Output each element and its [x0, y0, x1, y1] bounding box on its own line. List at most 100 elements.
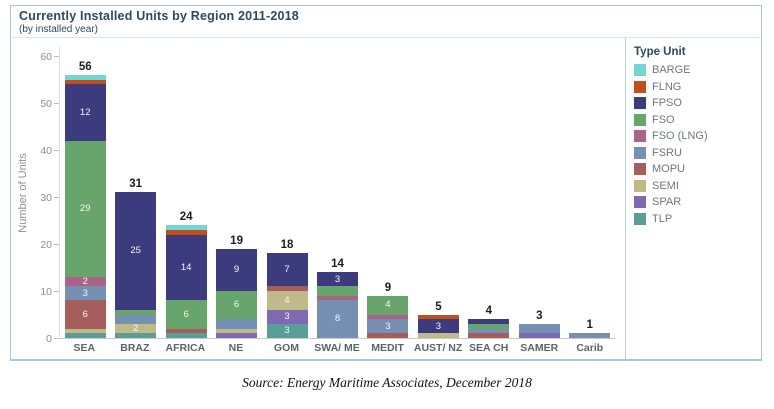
bar-MEDIT[interactable]: 9 3 4 — [367, 282, 409, 338]
y-axis-ticks: 0 10 20 30 40 50 60 — [31, 46, 59, 345]
bar-segment-FPSO[interactable]: 3 — [316, 272, 358, 287]
bar-segment-TLP[interactable] — [165, 333, 207, 338]
bar-segment-FLNG[interactable] — [165, 229, 207, 235]
legend-swatch-icon — [634, 212, 646, 225]
bar-total-label: 4 — [485, 305, 493, 318]
bar-segment-FPSO[interactable]: 9 — [216, 248, 258, 292]
legend-swatch-icon — [634, 130, 646, 143]
bar-segment-FLNG[interactable] — [417, 314, 459, 320]
legend-item-TLP[interactable]: TLP — [634, 211, 757, 228]
bar-SAMER[interactable]: 3 — [518, 310, 560, 338]
legend-item-FSRU[interactable]: FSRU — [634, 145, 757, 162]
legend-item-SEMI[interactable]: SEMI — [634, 178, 757, 195]
bar-total-label: 3 — [536, 309, 543, 322]
segment-value-label: 3 — [385, 320, 391, 332]
bar-AUST/ NZ[interactable]: 53 — [417, 301, 459, 338]
bar-segment-FLNG[interactable] — [64, 79, 106, 85]
bar-slot: 14 8 3 — [312, 46, 362, 338]
bar-segment-SPAR[interactable]: 3 — [266, 309, 308, 324]
legend-label: BARGE — [652, 64, 691, 77]
bar-segment-FSO[interactable]: 4 — [367, 295, 409, 315]
bar-SWA/ ME[interactable]: 14 8 3 — [316, 258, 358, 338]
bar-segment-SEMI[interactable] — [64, 328, 106, 334]
legend-label: MOPU — [652, 163, 685, 176]
bar-BRAZ[interactable]: 31 2 25 — [115, 178, 157, 338]
legend-item-FPSO[interactable]: FPSO — [634, 95, 757, 112]
bar-SEA CH[interactable]: 4 — [468, 305, 510, 338]
x-tick-label-SWA-ME: SWA/ ME — [314, 342, 360, 354]
y-tick-mark — [54, 244, 59, 245]
legend-label: FSO — [652, 113, 675, 126]
plot-pane: 56 6 3 2 29 12 31 2 25 24 6 14 19 6 9 18 3 3 4 7 14 8 3 9 3 4 5 3 4 3… — [59, 46, 615, 339]
bar-segment-FSRU[interactable]: 3 — [64, 286, 106, 301]
legend-item-MOPU[interactable]: MOPU — [634, 161, 757, 178]
bar-segment-BARGE[interactable] — [165, 225, 207, 230]
bar-segment-FSO[interactable] — [316, 286, 358, 296]
bar-segment-FSRU[interactable] — [569, 333, 611, 338]
bar-segment-SEMI[interactable]: 4 — [266, 291, 308, 310]
y-tick-mark — [54, 150, 59, 151]
plot-upper: Number of Units 0 10 20 30 40 50 60 56 6 3 2 29 12 3… — [15, 46, 615, 345]
bar-segment-FPSO[interactable]: 14 — [165, 234, 207, 301]
segment-value-label: 6 — [82, 308, 88, 320]
legend-item-SPAR[interactable]: SPAR — [634, 194, 757, 211]
chart-body: Number of Units 0 10 20 30 40 50 60 56 6 3 2 29 12 3… — [11, 38, 761, 359]
bar-segment-FSRU[interactable]: 8 — [316, 300, 358, 338]
bar-AFRICA[interactable]: 24 6 14 — [165, 211, 207, 338]
legend-item-FSO[interactable]: FSO — [634, 112, 757, 129]
bar-segment-MOPU[interactable] — [367, 333, 409, 338]
segment-value-label: 4 — [385, 299, 391, 311]
legend-swatch-icon — [634, 146, 646, 159]
chart-title: Currently Installed Units by Region 2011… — [19, 9, 299, 23]
bar-segment-MOPU[interactable]: 6 — [64, 300, 106, 329]
bar-segment-FSRU[interactable]: 3 — [367, 319, 409, 334]
bar-Carib[interactable]: 1 — [569, 319, 611, 338]
bar-SEA[interactable]: 56 6 3 2 29 12 — [64, 61, 106, 338]
bar-total-label: 1 — [586, 319, 593, 332]
bar-segment-SEMI[interactable] — [417, 333, 459, 338]
legend-item-BARGE[interactable]: BARGE — [634, 62, 757, 79]
bar-GOM[interactable]: 18 3 3 4 7 — [266, 239, 308, 338]
bar-segment-FSO[interactable] — [468, 323, 510, 329]
bar-slot: 9 3 4 — [363, 46, 413, 338]
bar-segment-FSO[interactable] — [115, 309, 157, 315]
bar-segment-SPAR[interactable] — [518, 333, 560, 338]
segment-value-label: 4 — [284, 294, 290, 306]
y-tick-label: 0 — [46, 333, 52, 345]
bar-segment-MOPU[interactable] — [165, 328, 207, 334]
bar-segment-FSO[interactable]: 29 — [64, 140, 106, 277]
bar-segment-FSRU[interactable] — [468, 328, 510, 334]
bar-segment-SEMI[interactable] — [216, 328, 258, 334]
bar-segment-FSO[interactable]: 6 — [165, 300, 207, 329]
chart-subtitle: (by installed year) — [19, 24, 98, 35]
bar-segment-FSO (LNG)[interactable]: 2 — [64, 276, 106, 287]
bar-segment-BARGE[interactable] — [64, 74, 106, 80]
bar-NE[interactable]: 19 6 9 — [216, 235, 258, 338]
bar-total-label: 5 — [435, 300, 442, 313]
bar-segment-FSRU[interactable] — [216, 319, 258, 329]
bar-segment-FSO[interactable]: 6 — [216, 291, 258, 320]
bar-total-label: 18 — [280, 239, 294, 252]
bar-segment-SEMI[interactable]: 2 — [115, 323, 157, 334]
bar-segment-FSO (LNG)[interactable] — [316, 295, 358, 301]
bar-segment-FPSO[interactable]: 3 — [417, 319, 459, 334]
bar-segment-MOPU[interactable] — [266, 286, 308, 292]
bar-segment-TLP[interactable]: 3 — [266, 323, 308, 338]
bar-segment-SPAR[interactable] — [216, 333, 258, 338]
bar-segment-TLP[interactable] — [64, 333, 106, 338]
legend-item-FSO-LNG-[interactable]: FSO (LNG) — [634, 128, 757, 145]
bar-segment-FSO (LNG)[interactable] — [367, 314, 409, 320]
bar-segment-FSRU[interactable] — [115, 314, 157, 324]
bar-segment-FSRU[interactable] — [518, 323, 560, 334]
bar-segment-TLP[interactable] — [115, 333, 157, 338]
bar-segment-FPSO[interactable]: 12 — [64, 84, 106, 141]
bar-segment-FPSO[interactable]: 7 — [266, 253, 308, 287]
bar-slot: 24 6 14 — [161, 46, 211, 338]
bar-segment-MOPU[interactable] — [468, 333, 510, 338]
x-axis-labels: SEA BRAZ AFRICA NE GOM SWA/ ME MEDIT AUST/ NZ SE… — [59, 339, 615, 357]
bar-segment-FPSO[interactable] — [468, 319, 510, 324]
legend-label: FLNG — [652, 80, 682, 93]
bar-segment-FPSO[interactable]: 25 — [115, 192, 157, 310]
legend-item-FLNG[interactable]: FLNG — [634, 79, 757, 96]
